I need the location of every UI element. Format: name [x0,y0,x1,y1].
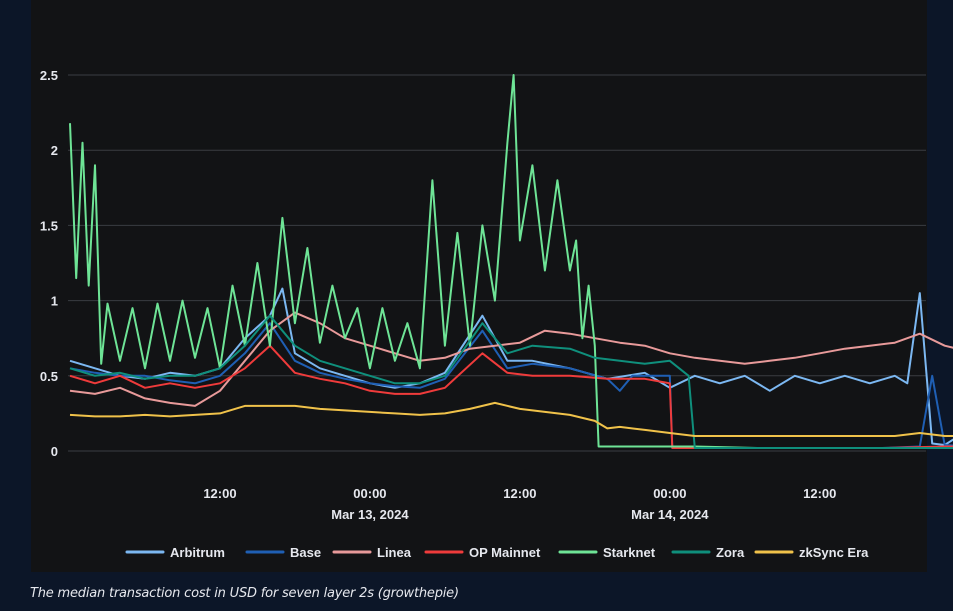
x-tick-label: 00:00 [653,486,686,501]
y-tick-label: 1.5 [40,218,58,233]
series-line-linea [69,311,953,407]
legend-label: Starknet [603,545,656,560]
series-line-arbitrum [69,287,953,446]
chart-panel [31,0,927,572]
series-line-zksync-era [69,401,953,437]
series-line-starknet [69,74,953,449]
x-tick-label: Mar 13, 2024 [331,507,409,522]
y-tick-label: 1 [51,294,58,309]
x-tick-label: 12:00 [203,486,236,501]
y-tick-label: 2 [51,143,58,158]
legend-label: Arbitrum [170,545,225,560]
series-line-zora [69,314,953,449]
x-tick-label: 00:00 [353,486,386,501]
y-tick-label: 2.5 [40,68,58,83]
legend-label: OP Mainnet [469,545,541,560]
figure-caption: The median transaction cost in USD for s… [30,586,459,601]
x-tick-label: 12:00 [803,486,836,501]
legend-label: Linea [377,545,412,560]
y-tick-label: 0 [51,444,58,459]
x-tick-label: 12:00 [503,486,536,501]
y-tick-label: 0.5 [40,369,58,384]
legend-label: Zora [716,545,745,560]
legend-label: zkSync Era [799,545,869,560]
x-tick-label: Mar 14, 2024 [631,507,709,522]
legend-label: Base [290,545,321,560]
